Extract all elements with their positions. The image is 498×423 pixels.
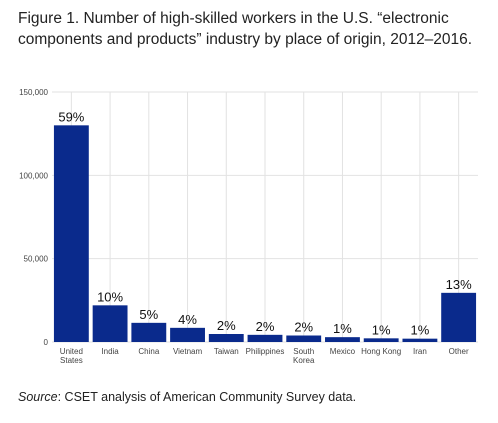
figure-title: Figure 1. Number of high-skilled workers… <box>18 10 473 48</box>
data-label: 2% <box>256 319 275 334</box>
gridlines <box>52 91 478 343</box>
bar <box>170 327 205 342</box>
data-label: 2% <box>217 318 236 333</box>
x-tick-label: Vietnam <box>173 347 203 356</box>
x-tick-label: South Korea <box>293 347 315 365</box>
data-labels: 59% 10% 5% 4% 2% 2% 2% 1% 1% 1% 13% <box>58 109 472 337</box>
y-tick-label: 0 <box>44 338 49 347</box>
data-label: 5% <box>139 307 158 322</box>
data-label: 1% <box>372 322 391 337</box>
bar <box>53 125 89 342</box>
x-tick-label: Philippines <box>246 347 285 356</box>
x-tick-label: Mexico <box>330 347 356 356</box>
x-tick-label: Taiwan <box>214 347 239 356</box>
y-tick-label: 150,000 <box>19 88 48 97</box>
bar <box>363 338 399 342</box>
source-text: : CSET analysis of American Community Su… <box>57 390 357 404</box>
x-tick-label: Hong Kong <box>361 347 401 356</box>
data-label: 13% <box>446 277 472 292</box>
data-label: 2% <box>294 320 313 335</box>
x-tick-label: Other <box>449 347 469 356</box>
bar <box>92 305 128 342</box>
data-label: 1% <box>411 323 430 338</box>
bar <box>208 334 244 342</box>
bars <box>53 125 477 342</box>
source-label: Source <box>18 390 58 404</box>
y-tick-label: 100,000 <box>19 171 48 180</box>
bar <box>247 334 283 342</box>
data-label: 59% <box>58 109 84 124</box>
source-note: Source: CSET analysis of American Commun… <box>18 390 356 404</box>
bar <box>131 322 167 342</box>
bar <box>441 292 477 342</box>
x-axis-ticks: United States India China Vietnam Taiwan Phili… <box>60 347 469 365</box>
x-tick-label: Iran <box>413 347 427 356</box>
bar-chart: 0 50,000 100,000 150,000 59% 10% 5% 4% 2% 2% 2% 1%… <box>19 88 478 365</box>
data-label: 4% <box>178 312 197 327</box>
x-tick-label: United States <box>60 347 83 365</box>
bar <box>325 337 360 342</box>
data-label: 1% <box>333 321 352 336</box>
data-label: 10% <box>97 289 123 304</box>
x-tick-label: China <box>138 347 159 356</box>
bar <box>286 335 322 342</box>
x-tick-label: India <box>101 347 119 356</box>
y-tick-label: 50,000 <box>24 255 49 264</box>
bar <box>402 338 438 342</box>
y-axis-ticks: 0 50,000 100,000 150,000 <box>19 88 48 347</box>
